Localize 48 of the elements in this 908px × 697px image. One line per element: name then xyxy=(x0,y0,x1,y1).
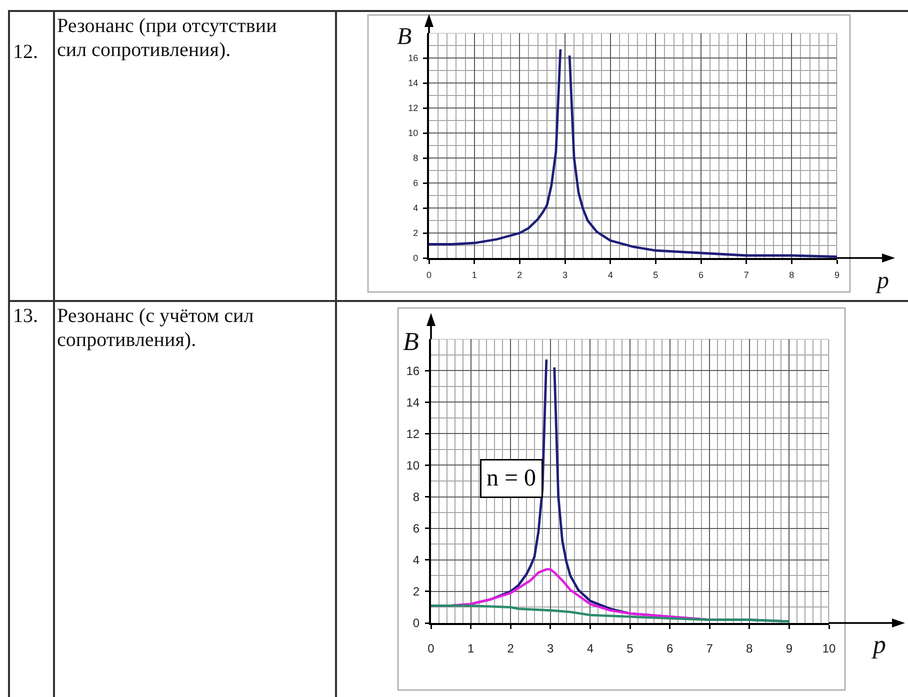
x-tick-label: 1 xyxy=(467,641,474,656)
x-tick-label: 7 xyxy=(744,270,749,280)
x-tick-label: 2 xyxy=(507,641,514,656)
x-tick-label: 7 xyxy=(706,641,714,656)
x-tick-label: 8 xyxy=(746,641,754,656)
y-tick-label: 0 xyxy=(413,253,418,264)
x-tick-label: 5 xyxy=(626,641,634,656)
text: 13. xyxy=(13,304,39,328)
y-tick-label: 14 xyxy=(408,78,418,88)
series-label: n = 0 xyxy=(486,466,536,492)
y-tick-label: 2 xyxy=(413,228,418,238)
text: Резонанс (при отсутствии сил сопротивления). xyxy=(57,14,278,62)
y-tick-label: 12 xyxy=(406,426,420,441)
x-tick-label: 5 xyxy=(653,270,658,280)
y-tick-label: 16 xyxy=(406,364,420,378)
y-tick-label: 0 xyxy=(412,616,420,630)
x-tick-label: 3 xyxy=(562,270,568,280)
y-tick-label: 4 xyxy=(412,553,420,568)
y-tick-label: 6 xyxy=(412,522,420,536)
y-tick-label: 8 xyxy=(413,153,418,164)
x-tick-label: 2 xyxy=(517,270,522,280)
y-tick-label: 6 xyxy=(413,178,418,188)
y-tick-label: 10 xyxy=(408,128,418,138)
y-tick-label: 16 xyxy=(408,53,418,64)
x-tick-label: 6 xyxy=(666,641,674,656)
x-tick-label: 4 xyxy=(608,270,613,280)
text: Резонанс (с учётом сил сопротивления). xyxy=(57,304,255,352)
y-axis-title: B xyxy=(397,24,412,50)
y-tick-label: 12 xyxy=(408,103,418,114)
x-tick-label: 9 xyxy=(786,641,793,656)
x-tick-label: 0 xyxy=(428,641,435,656)
x-tick-label: 0 xyxy=(426,270,432,280)
x-tick-label: 8 xyxy=(789,270,794,280)
x-tick-label: 4 xyxy=(586,641,594,656)
y-tick-label: 10 xyxy=(406,458,420,472)
x-tick-label: 6 xyxy=(698,270,704,280)
x-tick-label: 3 xyxy=(547,641,554,656)
y-axis-title: B xyxy=(403,327,419,356)
y-tick-label: 2 xyxy=(412,584,420,599)
x-tick-label: 1 xyxy=(472,270,477,280)
y-tick-label: 4 xyxy=(413,203,418,214)
text: 12. xyxy=(13,40,39,64)
y-tick-label: 14 xyxy=(406,395,420,410)
x-tick-label: 9 xyxy=(834,270,840,280)
y-tick-label: 8 xyxy=(412,490,420,504)
x-axis-title: p xyxy=(871,630,886,659)
x-axis-title: p xyxy=(875,268,889,294)
x-tick-label: 10 xyxy=(822,641,836,656)
